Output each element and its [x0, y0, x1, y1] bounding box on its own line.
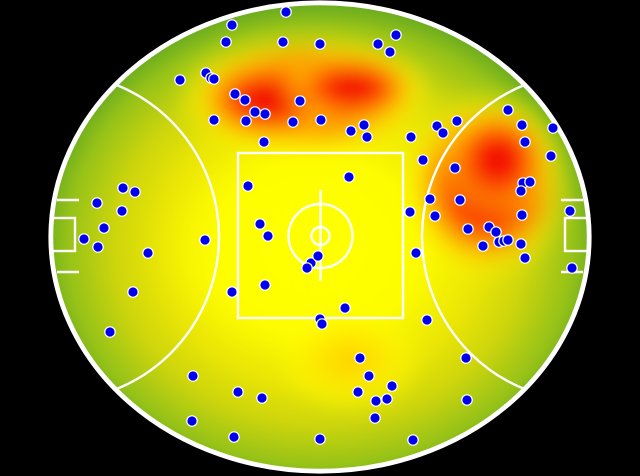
data-point: [92, 241, 104, 253]
data-point: [502, 234, 514, 246]
data-point: [519, 252, 531, 264]
oval-boundary-line: [48, 0, 592, 474]
data-point: [104, 326, 116, 338]
data-point: [226, 19, 238, 31]
data-point: [545, 150, 557, 162]
data-point: [437, 127, 449, 139]
data-point: [381, 393, 393, 405]
data-point: [116, 205, 128, 217]
data-point: [249, 106, 261, 118]
data-point: [254, 218, 266, 230]
data-point: [259, 279, 271, 291]
warm-zone-layer: [275, 305, 425, 415]
data-point: [229, 88, 241, 100]
data-point: [524, 176, 536, 188]
data-point: [490, 226, 502, 238]
data-point: [242, 180, 254, 192]
data-point: [142, 247, 154, 259]
data-point: [451, 115, 463, 127]
data-point: [232, 386, 244, 398]
data-point: [372, 38, 384, 50]
hotspot-top-centre-east: [280, 48, 424, 128]
data-point: [98, 222, 110, 234]
data-point: [477, 240, 489, 252]
data-point: [358, 119, 370, 131]
data-point: [407, 434, 419, 446]
data-point: [515, 185, 527, 197]
data-point: [312, 250, 324, 262]
data-point: [424, 193, 436, 205]
data-point: [410, 247, 422, 259]
mid-density-layer: [160, 140, 440, 360]
data-point: [259, 108, 271, 120]
data-point: [301, 262, 313, 274]
data-point: [404, 206, 416, 218]
data-point: [354, 352, 366, 364]
data-point: [345, 125, 357, 137]
data-point: [129, 186, 141, 198]
data-point: [78, 233, 90, 245]
goal-square-left: [52, 216, 77, 253]
data-point: [502, 104, 514, 116]
goal-square-right: [563, 216, 588, 253]
data-point: [262, 230, 274, 242]
hotspot-layer: [175, 33, 572, 280]
data-point: [462, 223, 474, 235]
data-point: [454, 194, 466, 206]
data-point: [314, 433, 326, 445]
data-point: [280, 6, 292, 18]
data-point: [519, 136, 531, 148]
data-point: [258, 136, 270, 148]
data-point: [228, 431, 240, 443]
data-point: [343, 171, 355, 183]
data-point: [174, 74, 186, 86]
data-point: [405, 131, 417, 143]
data-point: [239, 94, 251, 106]
data-point: [187, 370, 199, 382]
data-point: [117, 182, 129, 194]
data-point: [127, 286, 139, 298]
data-point: [566, 262, 578, 274]
data-point: [240, 115, 252, 127]
data-point: [208, 73, 220, 85]
data-point: [294, 95, 306, 107]
data-point: [369, 412, 381, 424]
data-point: [91, 197, 103, 209]
data-point: [429, 210, 441, 222]
data-point: [449, 162, 461, 174]
data-point: [363, 370, 375, 382]
oval-boundary-outline: [50, 2, 590, 472]
data-point: [516, 119, 528, 131]
scatter-points-layer: [78, 6, 578, 446]
data-point: [390, 29, 402, 41]
hotspot-right-arc-core: [440, 102, 556, 218]
data-point: [384, 46, 396, 58]
data-point: [547, 122, 559, 134]
data-point: [186, 415, 198, 427]
data-point: [460, 352, 472, 364]
data-point: [461, 394, 473, 406]
data-point: [220, 36, 232, 48]
data-point: [417, 154, 429, 166]
data-point: [287, 116, 299, 128]
data-point: [339, 302, 351, 314]
data-point: [277, 36, 289, 48]
data-point: [515, 238, 527, 250]
data-point: [386, 380, 398, 392]
data-point: [315, 114, 327, 126]
data-point: [564, 205, 576, 217]
data-point: [361, 131, 373, 143]
data-point: [421, 314, 433, 326]
data-point: [208, 114, 220, 126]
data-point: [516, 209, 528, 221]
data-point: [316, 318, 328, 330]
data-point: [226, 286, 238, 298]
data-point: [314, 38, 326, 50]
data-point: [370, 395, 382, 407]
data-point: [352, 386, 364, 398]
data-point: [256, 392, 268, 404]
data-point: [199, 234, 211, 246]
